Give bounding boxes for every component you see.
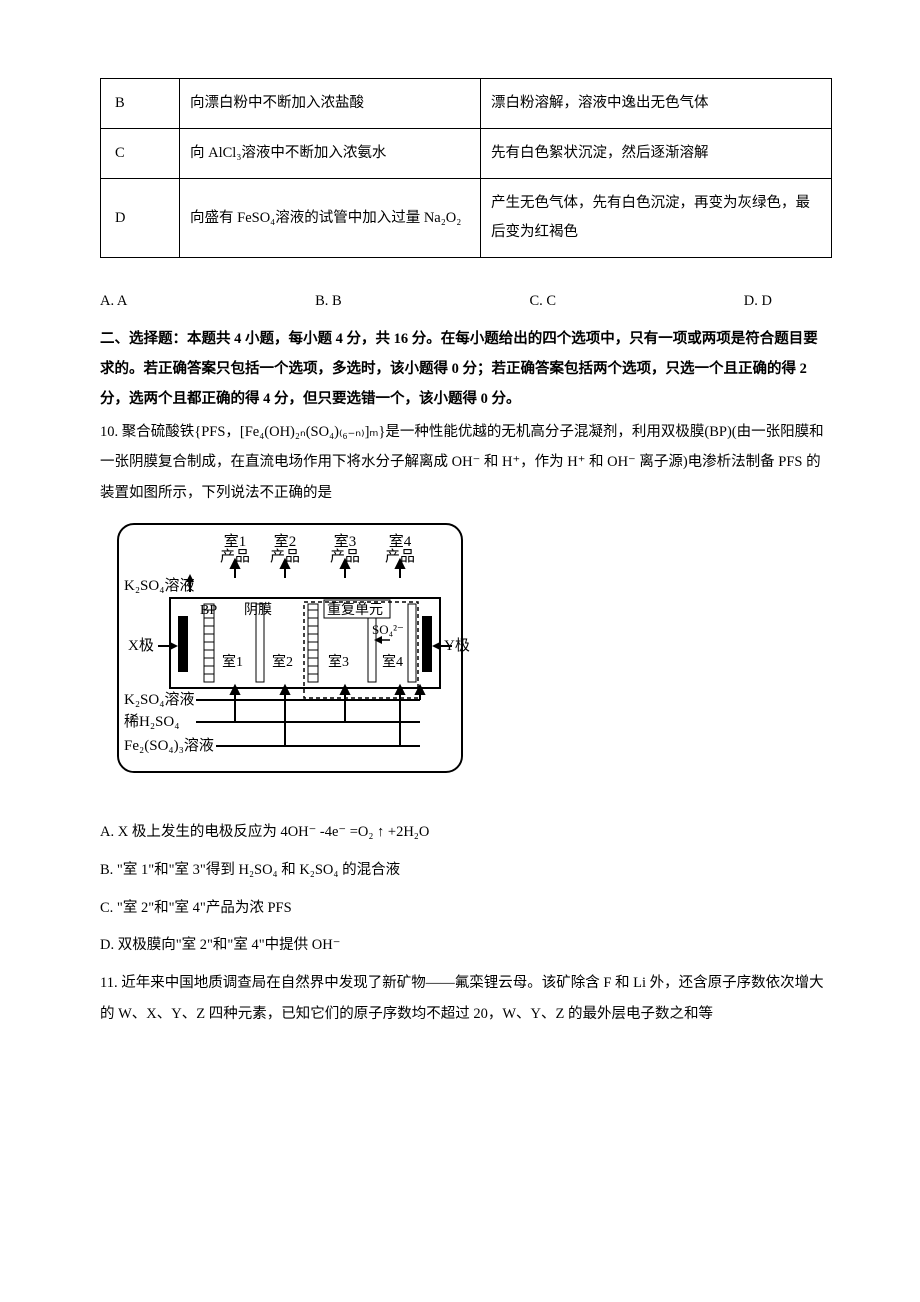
row-operation: 向盛有 FeSO₄溶液的试管中加入过量 Na₂O₂ xyxy=(180,179,481,258)
q10-option-a: A. X 极上发生的电极反应为 4OH⁻ -4e⁻ =O₂ ↑ +2H₂O xyxy=(100,817,832,849)
x-electrode xyxy=(178,616,188,672)
q10-stem: 10. 聚合硫酸铁{PFS，[Fe₄(OH)₂ₙ(SO₄)₍₆₋ₙ₎]ₘ}是一种… xyxy=(100,417,832,508)
q10-formula: [Fe₄(OH)₂ₙ(SO₄)₍₆₋ₙ₎]ₘ xyxy=(240,424,379,440)
row-operation: 向 AlCl₃溶液中不断加入浓氨水 xyxy=(180,129,481,179)
room3-label: 室3 xyxy=(328,653,349,670)
bp-label: BP xyxy=(200,603,217,618)
x-pole-label: X极 xyxy=(128,637,154,654)
row-phenomenon: 先有白色絮状沉淀，然后逐渐溶解 xyxy=(481,129,832,179)
choice-a: A. A xyxy=(100,288,127,316)
choice-b: B. B xyxy=(315,288,342,316)
room4-label: 室4 xyxy=(382,653,403,670)
row-label: B xyxy=(101,79,180,129)
q10-option-c: C. "室 2"和"室 4"产品为浓 PFS xyxy=(100,893,832,925)
table-row: D 向盛有 FeSO₄溶液的试管中加入过量 Na₂O₂ 产生无色气体，先有白色沉… xyxy=(101,179,832,258)
room2-label: 室2 xyxy=(272,653,293,670)
so4-label: SO₄²⁻ xyxy=(372,622,404,637)
row-operation: 向漂白粉中不断加入浓盐酸 xyxy=(180,79,481,129)
y-electrode xyxy=(422,616,432,672)
row-label: D xyxy=(101,179,180,258)
q9-choices: A. A B. B C. C D. D xyxy=(100,288,832,316)
room1-label: 室1 xyxy=(222,653,243,670)
row-phenomenon: 产生无色气体，先有白色沉淀，再变为灰绿色，最后变为红褐色 xyxy=(481,179,832,258)
table-row: C 向 AlCl₃溶液中不断加入浓氨水 先有白色絮状沉淀，然后逐渐溶解 xyxy=(101,129,832,179)
q11-stem: 11. 近年来中国地质调查局在自然界中发现了新矿物——氟栾锂云母。该矿除含 F … xyxy=(100,968,832,1029)
fe2so43-label: Fe₂(SO₄)₃溶液 xyxy=(124,737,214,754)
repeat-label: 重复单元 xyxy=(327,601,383,618)
h2so4-label: 稀H₂SO₄ xyxy=(124,713,179,730)
q10-stem-pre: 10. 聚合硫酸铁{PFS， xyxy=(100,424,240,440)
k2so4-label-bot: K₂SO₄溶液 xyxy=(124,691,194,708)
k2so4-label-top: K₂SO₄溶液 xyxy=(124,577,194,594)
choice-c: C. C xyxy=(529,288,556,316)
electrodialysis-diagram: 室1产品 室2产品 室3产品 室4产品 K₂SO₄溶液 X极 Y极 xyxy=(100,518,832,789)
section-2-heading: 二、选择题：本题共 4 小题，每小题 4 分，共 16 分。在每小题给出的四个选… xyxy=(100,324,832,415)
choice-d: D. D xyxy=(744,288,772,316)
q10-option-d: D. 双极膜向"室 2"和"室 4"中提供 OH⁻ xyxy=(100,930,832,962)
diagram-svg: 室1产品 室2产品 室3产品 室4产品 K₂SO₄溶液 X极 Y极 xyxy=(100,518,480,778)
table-row: B 向漂白粉中不断加入浓盐酸 漂白粉溶解，溶液中逸出无色气体 xyxy=(101,79,832,129)
row-phenomenon: 漂白粉溶解，溶液中逸出无色气体 xyxy=(481,79,832,129)
experiment-table: B 向漂白粉中不断加入浓盐酸 漂白粉溶解，溶液中逸出无色气体 C 向 AlCl₃… xyxy=(100,78,832,258)
q10-option-b: B. "室 1"和"室 3"得到 H₂SO₄ 和 K₂SO₄ 的混合液 xyxy=(100,855,832,887)
row-label: C xyxy=(101,129,180,179)
yinmo-label: 阴膜 xyxy=(244,602,272,618)
